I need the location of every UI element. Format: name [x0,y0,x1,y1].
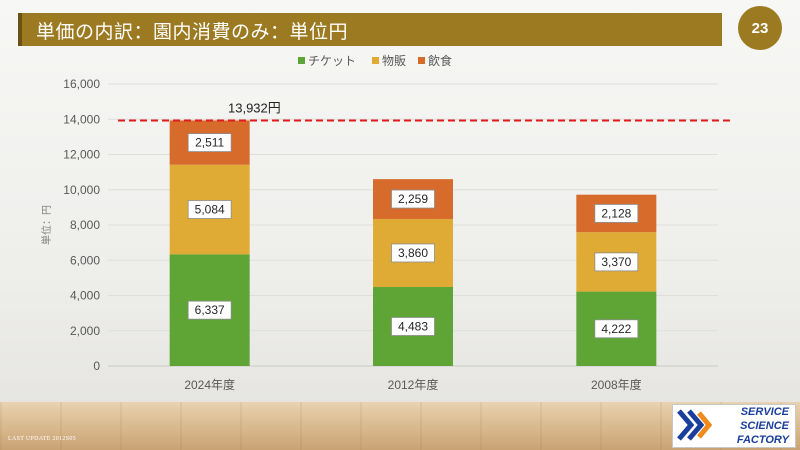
data-label: 2,511 [195,136,224,150]
service-science-factory-logo: SERVICE SCIENCE FACTORY [672,404,796,448]
data-label-box [391,317,435,336]
y-tick-label: 10,000 [63,183,100,197]
data-label-box [594,319,639,339]
y-tick-label: 8,000 [70,218,100,232]
data-label: 2,128 [601,206,631,220]
y-tick-label: 14,000 [63,112,100,126]
title-bar: 単価の内訳：園内消費のみ：単位円 [18,13,722,46]
logo-line-2: SCIENCE [740,420,789,432]
logo-line-1: SERVICE [740,406,789,418]
data-label-box [187,200,232,219]
x-tick-label: 2012年度 [388,377,439,392]
data-label: 4,483 [398,319,428,333]
data-label: 5,084 [195,203,225,217]
logo-line-3: FACTORY [736,434,789,446]
data-label: 3,370 [601,255,631,269]
data-label: 4,222 [601,322,631,336]
logo-mark-icon [677,409,713,441]
data-label-box [391,243,435,263]
data-label: 6,337 [195,303,225,317]
slide-title: 単価の内訳：園内消費のみ：単位円 [36,21,349,43]
legend-label: 物販 [382,54,406,68]
data-label: 3,860 [398,246,428,260]
data-label-box [187,133,232,152]
page-number-badge: 23 [738,6,782,50]
y-axis-title: 単位：円 [40,205,53,245]
wood-floor-background [0,402,800,450]
y-tick-label: 2,000 [70,324,100,338]
data-label-box [187,300,232,320]
data-label: 2,259 [398,192,428,206]
legend-label: 飲食 [428,53,452,68]
legend-swatch [372,57,379,64]
y-tick-label: 16,000 [63,77,100,91]
x-tick-label: 2024年度 [184,377,235,392]
y-tick-label: 4,000 [70,289,100,303]
stacked-bar-chart: 0 2,000 4,000 6,000 8,000 10,000 12,000 14,000 1… [40,53,734,392]
y-tick-label: 6,000 [70,253,100,267]
legend-swatch [418,57,425,64]
data-label-box [594,252,639,272]
data-label-box [594,204,639,223]
y-tick-label: 12,000 [63,148,100,162]
last-update-text: LAST UPDATE 2012S05 [8,436,76,442]
legend-label: チケット [308,54,356,68]
data-label-box [391,189,435,209]
legend-swatch [298,57,305,64]
x-tick-label: 2008年度 [591,377,642,392]
reference-line-label: 13,932円 [228,100,281,115]
y-tick-label: 0 [93,359,100,373]
